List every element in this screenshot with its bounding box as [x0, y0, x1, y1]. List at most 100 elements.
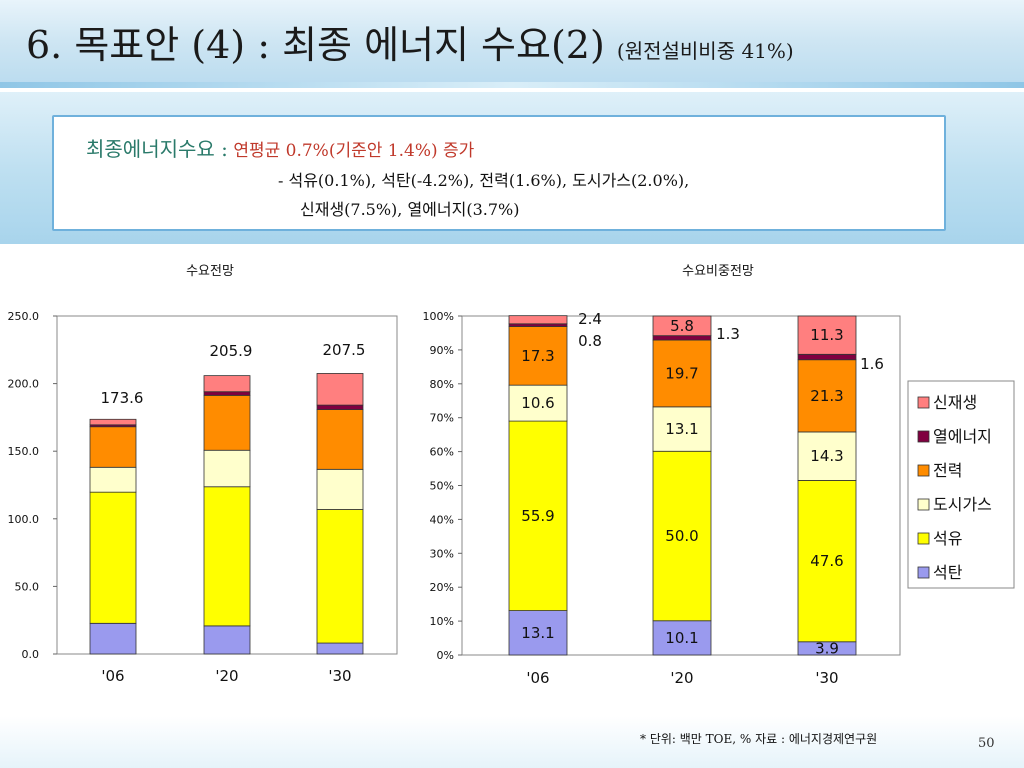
- chart1-bar-segment: [89, 426, 137, 468]
- legend-swatch: [917, 430, 930, 443]
- chart1-ytick-label: 250.0: [8, 310, 40, 323]
- chart2-ytick-label: 50%: [430, 480, 454, 493]
- legend-swatch: [917, 566, 930, 579]
- chart2-xtick-label: '20: [670, 669, 693, 687]
- chart2-data-label: 11.3: [810, 326, 843, 344]
- chart1-bar-segment: [203, 625, 251, 655]
- legend-swatch: [917, 498, 930, 511]
- page-number: 50: [978, 736, 995, 751]
- chart2-ytick-label: 20%: [430, 581, 454, 594]
- chart2-data-label: 3.9: [815, 639, 839, 657]
- chart2-bar-segment: [652, 339, 712, 408]
- chart2-data-label: 1.3: [716, 325, 740, 343]
- chart1-bar-segment: [316, 373, 364, 406]
- chart2-ytick-label: 40%: [430, 513, 454, 526]
- chart2-data-label: 14.3: [810, 447, 843, 465]
- chart1-bar-segment: [203, 394, 251, 451]
- chart1-ytick-label: 200.0: [8, 378, 40, 391]
- footer-bar: [0, 716, 1024, 768]
- chart1-total-label: 173.6: [101, 389, 144, 407]
- chart1-bar-segment: [203, 391, 251, 396]
- summary-growth: 연평균 0.7%(기준안 1.4%) 증가: [233, 141, 475, 161]
- chart2-bar-segment: [797, 353, 857, 361]
- chart1-bar-segment: [203, 375, 251, 393]
- chart2-ytick-label: 0%: [437, 649, 454, 662]
- chart2-bar-segment: [652, 335, 712, 341]
- chart1-total-label: 205.9: [210, 342, 253, 360]
- chart2-bar-segment: [797, 315, 857, 355]
- slide-title: 6. 목표안 (4) : 최종 에너지 수요(2) (원전설비비중 41%): [26, 14, 794, 69]
- chart2-data-label: 19.7: [665, 364, 698, 382]
- chart2-data-label: 10.6: [521, 394, 554, 412]
- summary-line-3: 신재생(7.5%), 열에너지(3.7%): [300, 200, 520, 219]
- chart2-ytick-label: 100%: [423, 310, 454, 323]
- chart2-data-label: 13.1: [665, 420, 698, 438]
- chart2-data-label: 50.0: [665, 527, 698, 545]
- chart2-ytick-label: 60%: [430, 446, 454, 459]
- title-bar: [0, 0, 1024, 88]
- chart2-data-label: 47.6: [810, 552, 843, 570]
- chart2-data-label: 10.1: [665, 629, 698, 647]
- chart1-bar-segment: [89, 418, 137, 426]
- chart1-bar-segment: [316, 409, 364, 470]
- chart2-data-label: 13.1: [521, 624, 554, 642]
- legend-label: 신재생: [933, 393, 977, 412]
- chart1-total-label: 207.5: [323, 341, 366, 359]
- chart1-bar-segment: [316, 509, 364, 644]
- summary-label: 최종에너지수요 :: [86, 137, 228, 161]
- legend-swatch: [917, 396, 930, 409]
- chart2-bar-segment: [797, 431, 857, 481]
- chart2-bar-segment: [797, 480, 857, 643]
- summary-line-2: - 석유(0.1%), 석탄(-4.2%), 전력(1.6%), 도시가스(2.…: [278, 171, 690, 190]
- chart2-bar-segment: [508, 326, 568, 386]
- chart1-xtick-label: '20: [215, 667, 238, 685]
- chart1-title: 수요전망: [186, 264, 234, 279]
- source-footnote: * 단위: 백만 TOE, % 자료 : 에너지경제연구원: [640, 732, 878, 746]
- chart2-xtick-label: '06: [526, 669, 549, 687]
- chart2-xtick-label: '30: [815, 669, 838, 687]
- chart2-bar-segment: [652, 315, 712, 337]
- legend-label: 석유: [933, 529, 962, 548]
- legend-swatch: [917, 464, 930, 477]
- chart1-bar-segment: [89, 466, 137, 493]
- chart1-ytick-label: 100.0: [8, 513, 40, 526]
- chart1-ytick-label: 150.0: [8, 445, 40, 458]
- slide-title-sub: (원전설비비중 41%): [616, 39, 794, 63]
- chart2-ytick-label: 80%: [430, 378, 454, 391]
- chart2-ytick-label: 90%: [430, 344, 454, 357]
- chart2-data-label: 5.8: [670, 317, 694, 335]
- chart2-ytick-label: 70%: [430, 412, 454, 425]
- chart2-data-label: 2.4: [578, 310, 602, 328]
- chart1-bar-segment: [89, 622, 137, 655]
- chart1-bar-segment: [316, 642, 364, 655]
- chart1-ytick-label: 0.0: [22, 648, 40, 661]
- chart1-ytick-label: 50.0: [15, 580, 40, 593]
- chart2-data-label: 1.6: [860, 355, 884, 373]
- chart1-bar-segment: [89, 491, 137, 624]
- legend-label: 도시가스: [933, 495, 992, 514]
- chart1-bar-segment: [316, 404, 364, 410]
- chart2-bar-segment: [508, 315, 568, 325]
- chart1-bar-segment: [203, 486, 251, 627]
- chart2-bar-segment: [652, 450, 712, 622]
- chart2-bar-segment: [508, 323, 568, 327]
- summary-box: 최종에너지수요 : 연평균 0.7%(기준안 1.4%) 증가 - 석유(0.1…: [52, 115, 946, 231]
- summary-line-1: 최종에너지수요 : 연평균 0.7%(기준안 1.4%) 증가: [86, 133, 474, 162]
- chart2-title: 수요비중전망: [682, 264, 754, 279]
- chart1-bar-segment: [203, 449, 251, 488]
- chart2-ytick-label: 30%: [430, 547, 454, 560]
- chart1-xtick-label: '06: [101, 667, 124, 685]
- legend-label: 열에너지: [933, 427, 992, 446]
- chart2-data-label: 17.3: [521, 347, 554, 365]
- legend-label: 전력: [933, 461, 962, 480]
- legend-box: [907, 380, 1015, 589]
- chart2-bar-segment: [652, 620, 712, 656]
- chart2-data-label: 0.8: [578, 332, 602, 350]
- chart2-data-label: 55.9: [521, 507, 554, 525]
- chart2-ytick-label: 10%: [430, 615, 454, 628]
- legend-swatch: [917, 532, 930, 545]
- chart2-bar-segment: [508, 384, 568, 422]
- chart1-bar-segment: [316, 468, 364, 510]
- legend-label: 석탄: [933, 563, 963, 582]
